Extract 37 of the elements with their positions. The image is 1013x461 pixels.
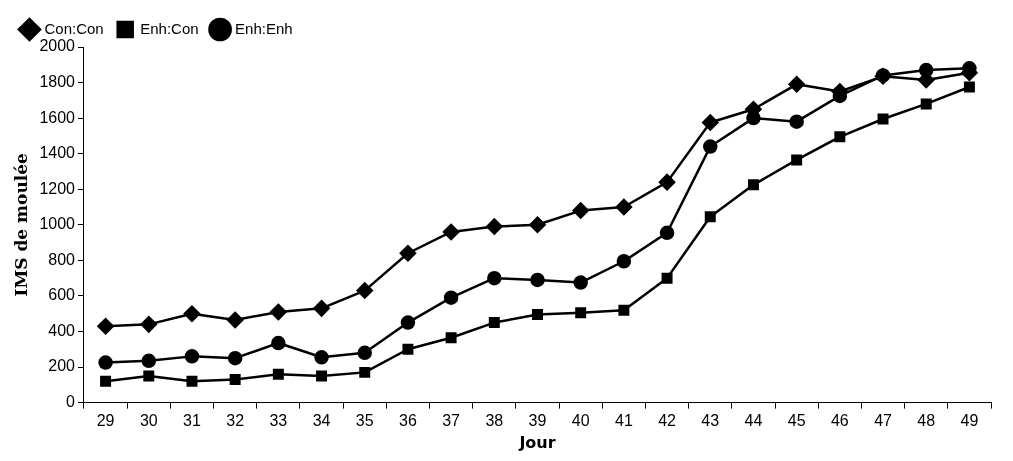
x-tick-label: 41 — [614, 411, 633, 429]
x-tick-label: 40 — [571, 411, 590, 429]
x-tick-label: 46 — [830, 411, 849, 429]
legend-label: Enh:Con — [140, 19, 199, 37]
x-tick-label: 39 — [528, 411, 547, 429]
y-tick-label: 1800 — [39, 72, 76, 90]
x-tick-label: 34 — [312, 411, 331, 429]
x-tick-label: 48 — [917, 411, 936, 429]
x-axis-title: Jour — [518, 432, 556, 452]
y-tick-label: 0 — [66, 393, 76, 411]
x-tick-label: 37 — [442, 411, 461, 429]
y-tick-label: 2000 — [39, 37, 76, 55]
x-tick-label: 29 — [96, 411, 115, 429]
x-tick-label: 36 — [399, 411, 417, 429]
y-tick-label: 1600 — [39, 108, 76, 126]
x-tick-label: 33 — [269, 411, 288, 429]
y-tick-label: 1400 — [39, 144, 76, 162]
y-tick-label: 600 — [48, 286, 76, 304]
x-tick-label: 31 — [183, 411, 201, 429]
x-tick-label: 42 — [658, 411, 677, 429]
x-tick-label: 32 — [226, 411, 245, 429]
y-tick-label: 1000 — [39, 215, 76, 233]
x-tick-label: 38 — [485, 411, 504, 429]
x-tick-label: 30 — [139, 411, 158, 429]
x-tick-label: 49 — [960, 411, 979, 429]
legend-label: Enh:Enh — [235, 19, 293, 37]
x-tick-label: 47 — [874, 411, 893, 429]
x-tick-label: 43 — [701, 411, 720, 429]
x-tick-label: 44 — [744, 411, 763, 429]
legend-label: Con:Con — [44, 19, 104, 37]
y-tick-label: 800 — [48, 250, 76, 268]
y-axis-title: IMS de moulée — [10, 152, 31, 297]
y-tick-label: 400 — [48, 321, 76, 339]
y-tick-label: 1200 — [39, 179, 76, 197]
x-tick-label: 45 — [787, 411, 806, 429]
x-tick-label: 35 — [355, 411, 374, 429]
y-tick-label: 200 — [48, 357, 76, 375]
